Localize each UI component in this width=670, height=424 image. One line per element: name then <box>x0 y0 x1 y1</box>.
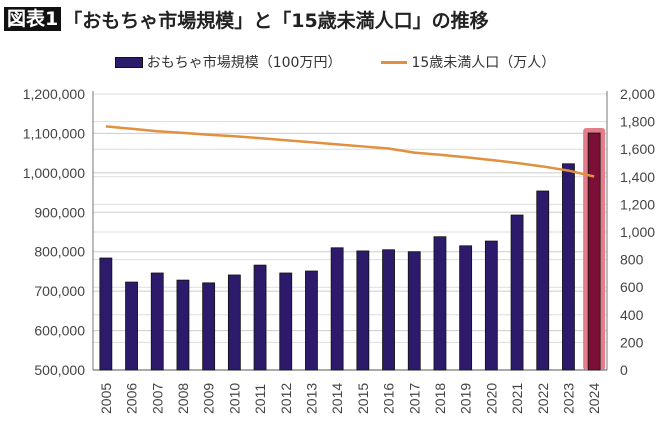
x-tick: 2009 <box>201 383 217 414</box>
bar-2013 <box>305 270 318 371</box>
legend-item-population: 15歳未満人口（万人） <box>381 52 555 72</box>
x-tick: 2021 <box>509 383 525 414</box>
bar-2024 <box>587 132 601 371</box>
x-tick: 2007 <box>149 383 165 414</box>
bar-2014 <box>330 247 344 371</box>
x-tick: 2019 <box>458 383 474 414</box>
y-tick-right: 0 <box>620 362 628 378</box>
bar-2012 <box>279 272 293 371</box>
y-tick-right: 600 <box>620 279 644 295</box>
y-tick-left: 500,000 <box>34 362 85 378</box>
y-tick-right: 1,600 <box>620 141 655 157</box>
chart-title: 図表1 「おもちゃ市場規模」と「15歳未満人口」の推移 <box>4 6 489 32</box>
bar-2021 <box>510 214 524 371</box>
x-tick: 2012 <box>278 383 294 414</box>
bar-2018 <box>433 236 447 371</box>
legend: おもちゃ市場規模（100万円） 15歳未満人口（万人） <box>0 52 670 72</box>
legend-item-toy-market: おもちゃ市場規模（100万円） <box>114 52 342 72</box>
x-tick: 2023 <box>560 383 576 414</box>
y-tick-left: 800,000 <box>34 244 85 260</box>
x-tick: 2017 <box>406 383 422 414</box>
y-tick-right: 1,000 <box>620 224 655 240</box>
bar-2011 <box>253 264 267 371</box>
bar-2010 <box>227 274 241 371</box>
y-tick-left: 900,000 <box>34 204 85 220</box>
x-tick: 2024 <box>586 383 602 414</box>
x-tick: 2005 <box>98 383 114 414</box>
x-tick: 2006 <box>124 383 140 414</box>
x-tick: 2018 <box>432 383 448 414</box>
x-tick: 2022 <box>535 383 551 414</box>
y-tick-left: 1,200,000 <box>23 86 85 102</box>
bar-2007 <box>150 272 164 371</box>
figure-tag: 図表1 <box>4 7 62 31</box>
y-tick-left: 700,000 <box>34 283 85 299</box>
bar-2006 <box>125 281 138 371</box>
bar-2020 <box>484 240 498 371</box>
y-tick-right: 1,200 <box>620 196 655 212</box>
y-tick-right: 200 <box>620 334 644 350</box>
bar-2019 <box>459 245 473 371</box>
y-tick-right: 800 <box>620 252 644 268</box>
x-tick: 2010 <box>226 383 242 414</box>
bar-2023 <box>562 163 575 371</box>
bar-2022 <box>536 190 550 371</box>
bar-2008 <box>176 279 190 371</box>
y-tick-left: 600,000 <box>34 323 85 339</box>
x-tick: 2014 <box>329 383 345 414</box>
bar-2017 <box>407 251 421 371</box>
x-tick: 2020 <box>483 383 499 414</box>
y-tick-right: 1,400 <box>620 169 655 185</box>
bar-2015 <box>356 250 370 371</box>
legend-swatch-bar <box>114 56 143 68</box>
title-text: 「おもちゃ市場規模」と「15歳未満人口」の推移 <box>63 9 489 32</box>
bar-2009 <box>202 282 216 371</box>
bar-2016 <box>382 249 395 371</box>
legend-label: おもちゃ市場規模（100万円） <box>146 55 342 71</box>
legend-swatch-line <box>381 60 408 64</box>
x-tick: 2015 <box>355 383 371 414</box>
x-tick: 2008 <box>175 383 191 414</box>
y-tick-right: 400 <box>620 307 644 323</box>
x-tick: 2011 <box>252 384 268 414</box>
y-tick-left: 1,100,000 <box>23 125 85 141</box>
bar-2005 <box>99 257 113 371</box>
x-tick: 2016 <box>381 383 397 414</box>
legend-label: 15歳未満人口（万人） <box>411 55 556 71</box>
y-tick-left: 1,000,000 <box>23 165 85 181</box>
population-line <box>105 125 595 178</box>
y-tick-right: 2,000 <box>620 86 655 102</box>
x-tick: 2013 <box>303 383 319 414</box>
y-tick-right: 1,800 <box>620 114 655 130</box>
